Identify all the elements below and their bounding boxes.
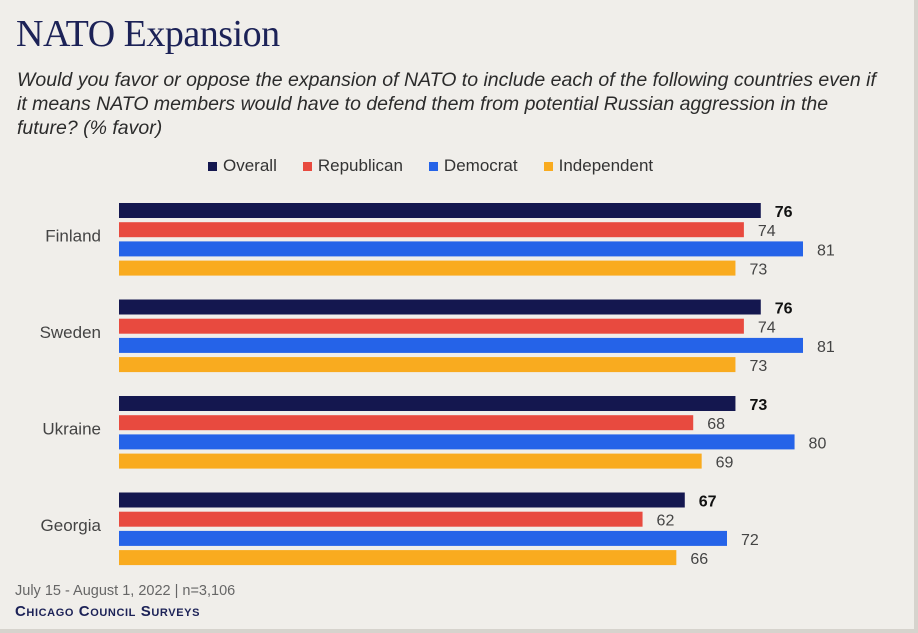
data-label-sweden-overall: 76 (775, 301, 793, 318)
data-label-georgia-independent: 66 (690, 551, 708, 568)
legend-label: Overall (223, 156, 277, 175)
bar-georgia-independent (119, 550, 677, 566)
bar-sweden-republican (119, 318, 744, 334)
data-label-georgia-democrat: 72 (741, 532, 759, 549)
bar-georgia-overall (119, 492, 685, 508)
legend-swatch-independent (543, 161, 553, 171)
legend-swatch-republican (302, 161, 312, 171)
data-label-georgia-overall: 67 (699, 494, 717, 511)
legend-item-democrat: Democrat (428, 156, 518, 176)
data-label-finland-democrat: 81 (817, 242, 835, 259)
data-label-finland-independent: 73 (749, 262, 767, 279)
bar-ukraine-republican (119, 415, 694, 431)
bar-sweden-democrat (119, 337, 803, 353)
data-label-georgia-republican: 62 (657, 513, 675, 530)
data-label-finland-overall: 76 (775, 204, 793, 221)
survey-date-and-sample: July 15 - August 1, 2022 | n=3,106 (15, 583, 236, 599)
legend-item-overall: Overall (208, 156, 277, 176)
data-label-ukraine-democrat: 80 (809, 435, 827, 452)
category-label-ukraine: Ukraine (42, 419, 101, 438)
data-label-sweden-democrat: 81 (817, 339, 835, 356)
category-label-finland: Finland (45, 226, 101, 245)
data-label-ukraine-overall: 73 (749, 397, 767, 414)
legend-label: Republican (317, 156, 403, 175)
chart-title: NATO Expansion (16, 13, 280, 55)
bar-sweden-overall (119, 299, 761, 315)
data-label-sweden-independent: 73 (749, 358, 767, 375)
legend-swatch-overall (208, 161, 217, 171)
bar-ukraine-overall (119, 396, 736, 411)
legend-swatch-democrat (428, 161, 438, 171)
legend-item-republican: Republican (302, 156, 403, 176)
bar-georgia-democrat (119, 530, 727, 546)
bar-finland-democrat (119, 241, 803, 257)
bar-sweden-independent (119, 357, 736, 373)
bar-finland-republican (119, 222, 744, 238)
bar-georgia-republican (119, 511, 643, 527)
legend-item-independent: Independent (543, 156, 654, 176)
data-label-ukraine-independent: 69 (716, 455, 734, 472)
legend-label: Independent (558, 156, 654, 175)
bar-ukraine-democrat (119, 434, 795, 450)
category-label-georgia: Georgia (41, 516, 102, 535)
category-label-sweden: Sweden (40, 323, 101, 342)
data-label-ukraine-republican: 68 (707, 416, 725, 433)
data-label-sweden-republican: 74 (758, 320, 776, 337)
data-label-finland-republican: 74 (758, 223, 776, 240)
bar-finland-independent (119, 260, 736, 276)
bar-finland-overall (119, 203, 761, 218)
legend: Overall Republican Democrat Independent (208, 156, 653, 176)
bar-ukraine-independent (119, 453, 702, 469)
legend-label: Democrat (443, 156, 518, 175)
chart-subtitle: Would you favor or oppose the expansion … (17, 69, 876, 139)
source-brand: Chicago Council Surveys (15, 603, 201, 620)
